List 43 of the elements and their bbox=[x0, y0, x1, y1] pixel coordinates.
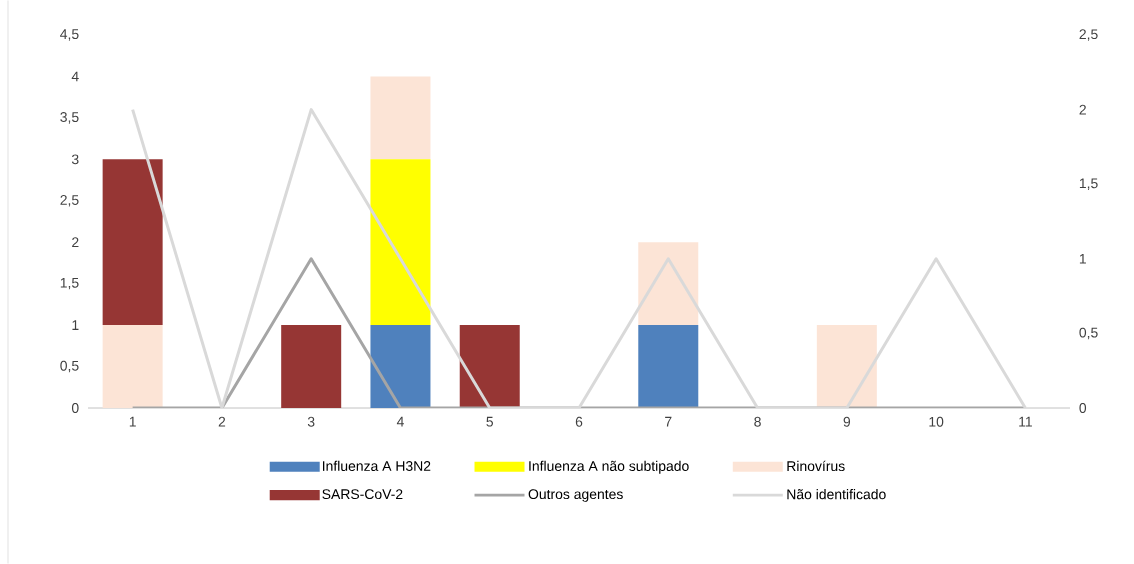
legend-label: Rinovírus bbox=[787, 460, 845, 472]
x-tick-label: 10 bbox=[929, 416, 944, 427]
legend-label: SARS-CoV-2 bbox=[322, 489, 403, 500]
y-tick-label: 2 bbox=[72, 237, 79, 248]
bar bbox=[638, 325, 699, 408]
y-tick-label: 1,5 bbox=[60, 277, 79, 290]
legend-label: Influenza A não subtipado bbox=[529, 460, 689, 474]
x-tick-label: 5 bbox=[486, 416, 494, 427]
legend-label: Outros agentes bbox=[528, 489, 623, 502]
bar bbox=[102, 325, 163, 408]
y-tick-label: 1 bbox=[72, 320, 79, 330]
bar bbox=[370, 159, 431, 326]
y2-tick-label: 0,5 bbox=[1079, 327, 1098, 340]
bar bbox=[816, 325, 877, 408]
y-tick-label: 3,5 bbox=[60, 112, 79, 124]
x-tick-label: 7 bbox=[665, 416, 672, 427]
y2-tick-label: 1,5 bbox=[1079, 178, 1098, 190]
bar bbox=[459, 325, 520, 408]
x-tick-label: 1 bbox=[129, 416, 136, 427]
x-tick-label: 8 bbox=[754, 416, 761, 427]
bar bbox=[102, 159, 163, 326]
x-tick-label: 2 bbox=[218, 416, 226, 427]
y-tick-label: 3 bbox=[71, 154, 79, 165]
y-tick-label: 4,5 bbox=[60, 29, 79, 41]
y-tick-label: 4 bbox=[71, 71, 79, 82]
bar bbox=[281, 325, 342, 408]
y-tick-label: 0 bbox=[71, 403, 79, 413]
bar bbox=[370, 76, 431, 160]
bar bbox=[370, 325, 431, 408]
x-tick-label: 4 bbox=[396, 416, 404, 427]
y2-tick-label: 0 bbox=[1079, 403, 1087, 413]
bar bbox=[638, 242, 699, 326]
y-tick-label: 0,5 bbox=[60, 360, 79, 373]
x-tick-label: 3 bbox=[307, 416, 315, 427]
y2-tick-label: 1 bbox=[1079, 254, 1086, 264]
legend-label: Influenza A H3N2 bbox=[322, 460, 431, 471]
y2-tick-label: 2 bbox=[1079, 104, 1086, 115]
x-tick-label: 9 bbox=[843, 416, 851, 427]
x-tick-label: 6 bbox=[575, 416, 583, 427]
y-tick-label: 2,5 bbox=[60, 195, 79, 207]
x-tick-label: 11 bbox=[1019, 416, 1032, 427]
legend-label: Não identificado bbox=[787, 489, 886, 500]
y2-tick-label: 2,5 bbox=[1079, 29, 1098, 41]
